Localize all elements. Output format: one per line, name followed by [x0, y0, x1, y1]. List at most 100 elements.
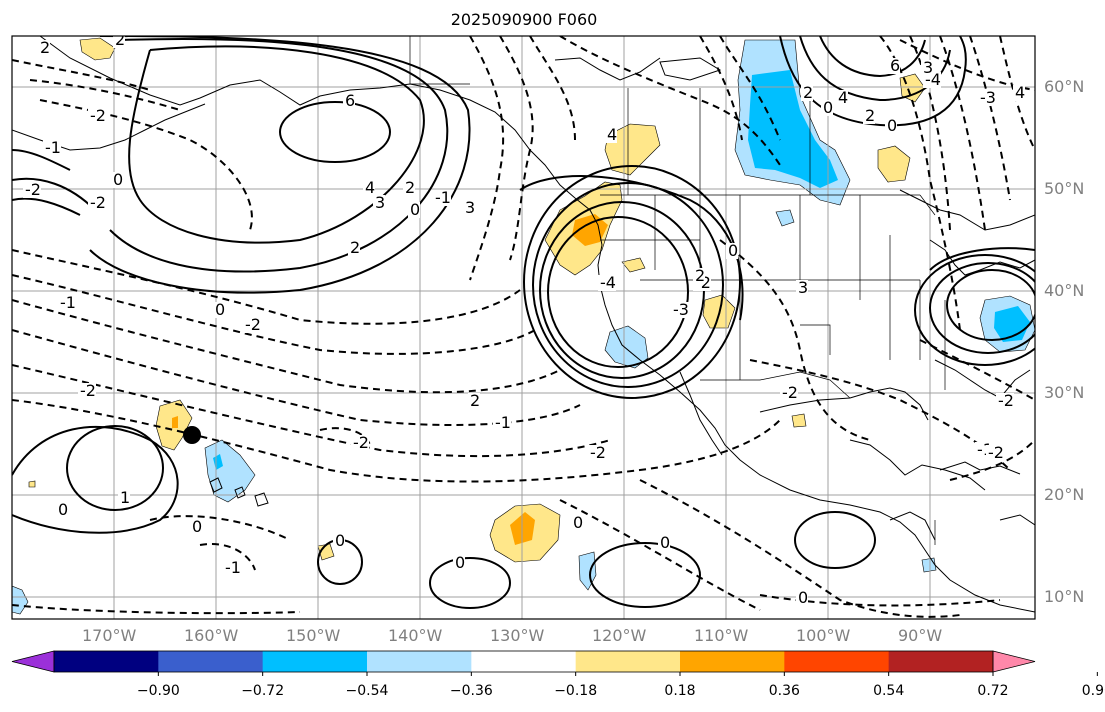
contour-label: -1 [45, 138, 61, 157]
contour-label-bg [468, 393, 480, 409]
contour-label: 0 [823, 98, 833, 117]
contour-label: 4 [607, 125, 617, 144]
colorbar-segment [575, 651, 681, 672]
contour-label: 2 [115, 30, 125, 49]
contour-label-bg [433, 190, 451, 206]
colorbar-tick-label: −0.90 [136, 683, 180, 699]
negative-contours [12, 36, 1035, 618]
colorbar-segment [680, 651, 785, 672]
colorbar-extend-high [992, 650, 1036, 673]
contour-label: -1 [60, 293, 76, 312]
contour-label-bg [863, 108, 875, 124]
contour-label: -2 [25, 180, 41, 199]
contour-label-bg [996, 393, 1014, 409]
contour-label-bg [56, 502, 68, 518]
contour-label: -2 [353, 433, 369, 452]
contour-label: 3 [798, 278, 808, 297]
contour-label-bg [693, 268, 705, 284]
contour-label-bg [588, 445, 606, 461]
colorbar-segment [471, 651, 577, 672]
contour-label: 3 [465, 198, 475, 217]
contour-label: -3 [673, 300, 689, 319]
shade-yellow-tiny-3 [28, 480, 36, 488]
contour-label-bg [88, 108, 106, 124]
colorbar-tick-label: 0.18 [664, 683, 696, 699]
contour-label-bg [111, 172, 123, 188]
contour-label-bg [38, 40, 50, 56]
contour-label: 0 [660, 533, 670, 552]
contour-label: 2 [695, 266, 705, 285]
contour-label-bg [190, 519, 202, 535]
contour-label-bg [113, 36, 125, 48]
shade-yellow-rockies [877, 145, 911, 183]
contour-label: 0 [58, 500, 68, 519]
contour-labels: 2 2-2-164320-13-20-220-2-1-2010-10000-4-3… [23, 30, 1025, 607]
colorbar-tick-label: 0.54 [873, 683, 905, 699]
contour-label: 0 [798, 588, 808, 607]
colorbar-tick-label: 0.90 [1081, 683, 1105, 699]
longitude-label: 120°W [592, 626, 647, 645]
contour-label: 0 [192, 517, 202, 536]
contour-label-bg [986, 445, 1004, 461]
contour-label: 4 [1015, 83, 1025, 102]
longitude-label: 140°W [388, 626, 443, 645]
colorbar-tick-label: 0.36 [768, 683, 800, 699]
contour-label: 2 [40, 38, 50, 57]
shade-blue-small-3 [775, 209, 795, 227]
longitude-label: 170°W [82, 626, 137, 645]
shade-yellow-nw [79, 37, 116, 61]
contour-label: 2 [470, 391, 480, 410]
contour-label-bg [223, 560, 241, 576]
map-title: 2025090900 F060 [450, 10, 598, 29]
contour-label: 0 [335, 531, 345, 550]
colorbar-segment [888, 651, 994, 672]
shade-blue-small-2 [578, 551, 597, 591]
latitude-label: 40°N [1044, 281, 1085, 300]
contour-label-bg [978, 90, 996, 106]
contour-label-bg [780, 385, 798, 401]
contour-label: 2 [405, 178, 415, 197]
contour-label: 1 [120, 488, 130, 507]
contour-label-bg [351, 435, 369, 451]
colorbar-segment [158, 651, 264, 672]
shade-yellow-tiny-2 [791, 413, 807, 428]
contour-label: 6 [890, 56, 900, 75]
location-marker [183, 426, 201, 444]
contour-label: 0 [573, 513, 583, 532]
colorbar-extend-low [11, 650, 55, 673]
contour-label-bg [333, 533, 345, 549]
contour-label: -3 [980, 88, 996, 107]
longitude-label: 150°W [286, 626, 341, 645]
contour-label-bg [885, 118, 897, 134]
shade-orange-pnw [572, 214, 608, 246]
colorbar-segment [784, 651, 890, 672]
contour-label: 3 [923, 58, 933, 77]
contour-label: 3 [375, 193, 385, 212]
colorbar-segment [262, 651, 368, 672]
longitude-label: 100°W [796, 626, 851, 645]
contour-label-bg [821, 100, 833, 116]
longitude-label: 160°W [184, 626, 239, 645]
contour-label: 2 [865, 106, 875, 125]
colorbar-segment [367, 651, 472, 672]
contour-label: 0 [215, 300, 225, 319]
shade-yellow-nv2 [621, 257, 646, 273]
contour-label-bg [58, 295, 76, 311]
colorbar-tick-label: −0.36 [449, 683, 493, 699]
contour-label-bg [888, 58, 900, 74]
contour-label-bg [403, 180, 415, 196]
contour-label-bg [1013, 85, 1025, 101]
contour-label-bg [343, 93, 355, 109]
colorbar-tick-label: 0.72 [977, 683, 1009, 699]
contour-label-bg [408, 202, 420, 218]
contour-label-bg [921, 60, 933, 76]
contour-label: -4 [600, 273, 616, 292]
contour-label-bg [463, 200, 475, 216]
contour-label-bg [796, 590, 808, 606]
map-frame [11, 35, 1036, 620]
contour-label: 0 [455, 553, 465, 572]
contour-label-bg [671, 302, 689, 318]
colorbar-tick-label: −0.18 [554, 683, 598, 699]
longitude-label: 130°W [490, 626, 545, 645]
contour-label: 0 [887, 116, 897, 135]
